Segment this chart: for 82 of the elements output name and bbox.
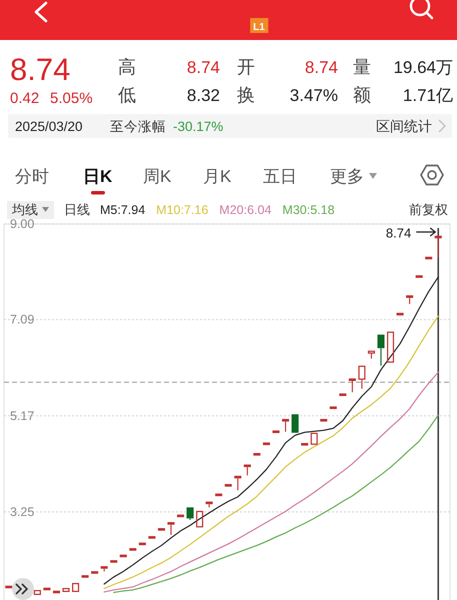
annotation: 8.74 [386,226,412,241]
candlestick [272,430,280,434]
text: 3.47% [290,86,338,105]
candlestick [434,236,442,259]
candlestick [110,560,118,563]
candlestick [358,366,366,390]
candlestick [339,393,346,396]
candlestick [148,536,156,539]
text: M5:7.94 [100,203,146,217]
candlestick [330,406,337,410]
text: 8.74 [186,58,220,77]
candlestick [52,590,60,594]
line-series [113,414,439,594]
text: 更多 [330,167,364,186]
text: 2025/03/20 [15,119,83,134]
text: 日线 [64,202,90,217]
y-tick-label: 5.17 [10,408,34,423]
text: 高 [118,57,136,77]
candlestick [196,510,204,528]
candlestick [301,442,308,446]
text: 五日 [263,167,297,186]
text: M20:6.04 [219,203,272,217]
candlestick [377,334,384,366]
candlestick [82,575,89,578]
candlestick [416,275,423,278]
candlestick [5,586,12,588]
line-series [104,372,439,593]
text: 均线 [11,202,38,217]
candlestick [158,528,165,531]
candlestick [234,476,242,491]
candlestick [244,464,251,476]
text: M10:7.16 [156,203,208,217]
text: 至今涨幅 [110,119,166,134]
text: 开 [237,57,255,77]
candlestick [177,514,184,518]
text: 日K [83,167,113,186]
candlestick [262,442,270,446]
y-tick-label: 9.00 [10,217,34,231]
candlestick [224,484,232,487]
text: 分时 [15,167,49,186]
candlestick [138,542,146,546]
candlestick [43,588,50,590]
text: 0.42 [10,90,40,107]
text: 低 [118,85,136,105]
candlestick [129,548,136,551]
candlestick [348,378,356,393]
candlestick [215,494,222,496]
text: 19.64万 [393,58,453,77]
text: 前复权 [409,202,448,217]
candlestick [282,418,290,432]
candlestick [386,332,394,363]
text: 8.32 [186,86,220,105]
text: 换 [237,85,255,105]
candlestick [91,571,98,574]
text: 月K [203,167,232,186]
text: 5.05% [50,90,93,107]
candlestick [310,432,318,445]
candlestick [320,418,328,422]
candlestick [425,256,432,260]
candlestick [292,414,299,433]
candlestick [34,590,41,595]
candlestick [206,502,213,508]
candlestick [62,588,70,592]
candlestick [72,582,80,592]
text: M30:5.18 [282,203,335,217]
candlestick [120,554,127,558]
text: 区间统计 [376,118,432,134]
text: 周K [143,167,172,186]
y-tick-label: 3.25 [10,504,34,519]
candlestick [253,453,260,456]
candlestick [396,312,404,316]
text: 8.74 [304,58,338,77]
text: L1 [253,22,266,33]
candlestick [167,522,175,536]
candlestick [100,566,108,572]
text: 1.71亿 [402,86,453,105]
text: -30.17% [173,119,224,134]
text: 额 [353,85,371,105]
text: 量 [353,57,371,77]
candlestick [368,350,375,360]
text: 8.74 [10,52,70,87]
y-tick-label: 7.09 [10,312,34,327]
